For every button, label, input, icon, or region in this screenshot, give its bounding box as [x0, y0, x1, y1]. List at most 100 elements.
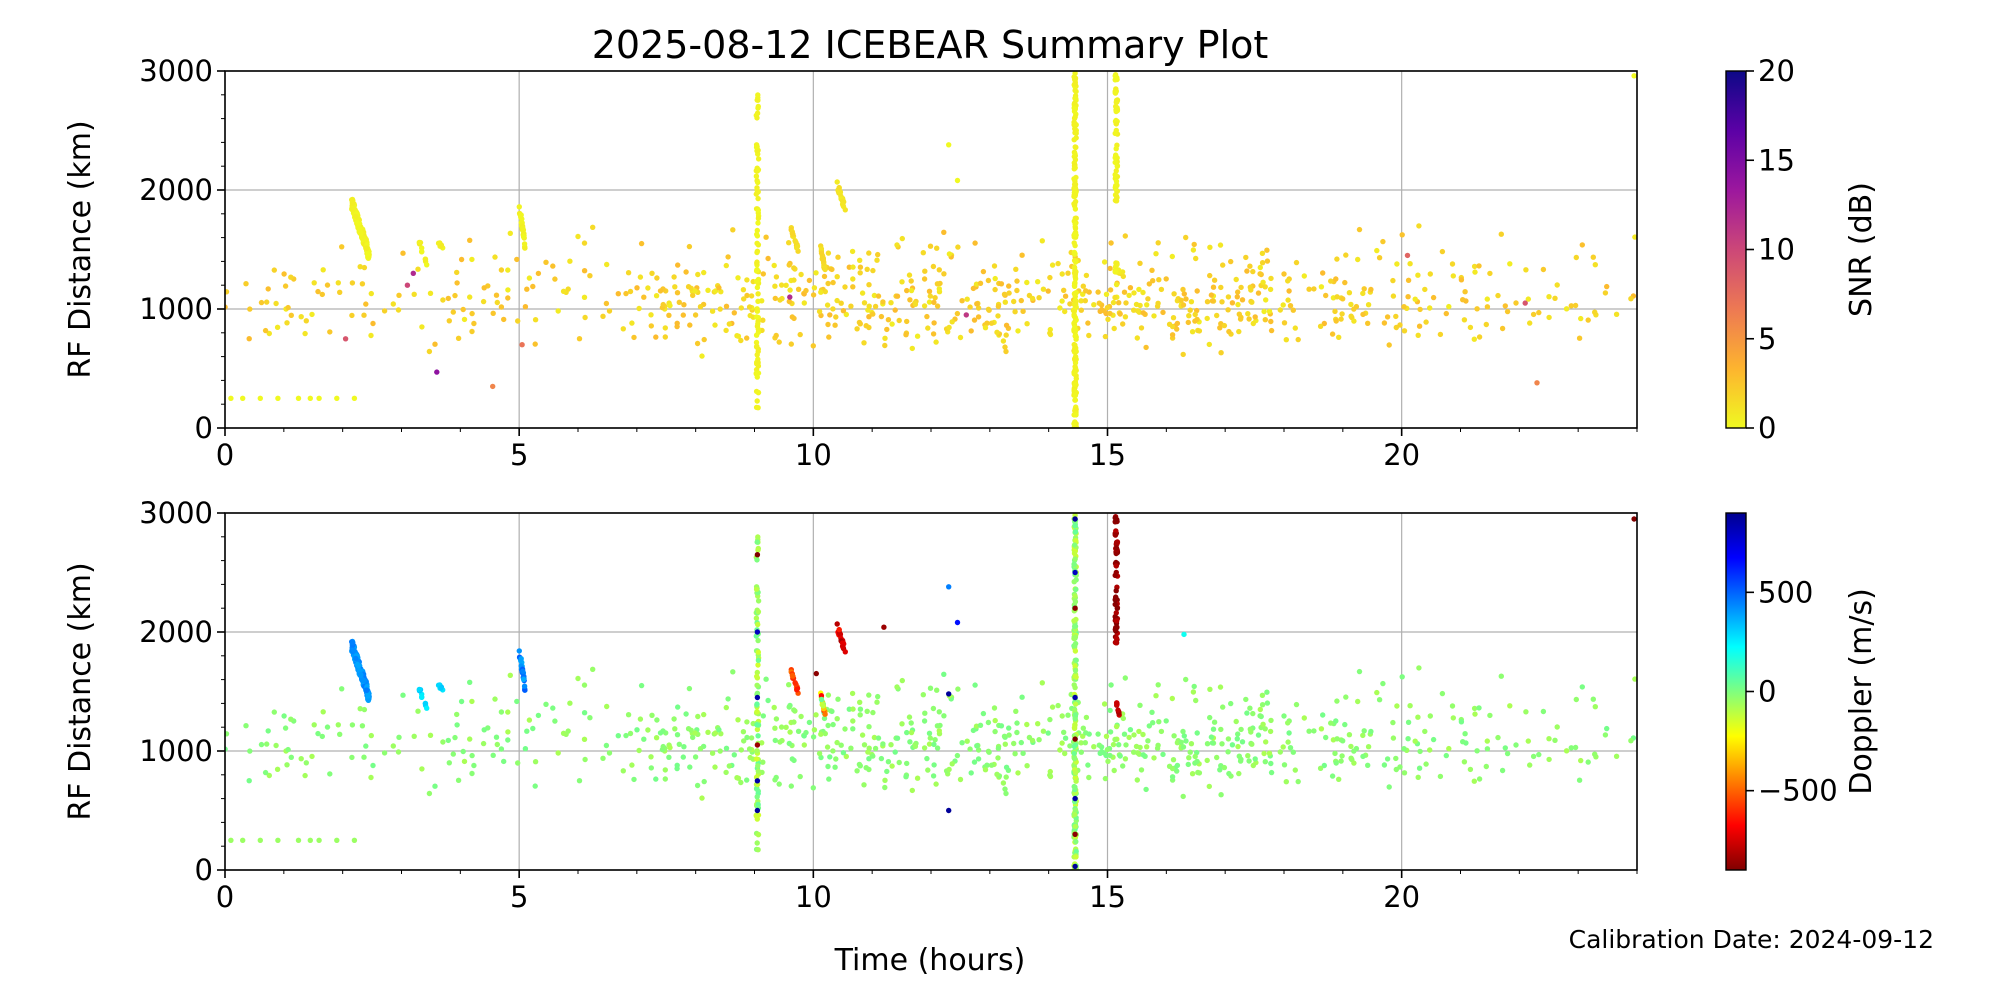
data-point	[857, 264, 864, 270]
data-point	[302, 772, 308, 779]
data-point	[1483, 321, 1490, 328]
data-point	[1187, 307, 1193, 313]
data-point	[396, 292, 402, 298]
data-point	[1131, 307, 1137, 313]
data-point	[889, 763, 895, 769]
data-point	[581, 240, 588, 246]
data-point	[941, 671, 947, 677]
data-point	[1417, 306, 1423, 313]
data-point	[370, 320, 376, 327]
data-point	[744, 734, 750, 741]
data-point	[1210, 726, 1217, 732]
data-point	[303, 318, 309, 324]
data-point	[866, 756, 872, 762]
data-point	[1102, 775, 1109, 782]
data-point	[1590, 696, 1597, 702]
grid-lines	[224, 512, 1637, 871]
data-point	[836, 626, 842, 633]
data-point	[281, 713, 287, 719]
data-point	[914, 333, 921, 339]
data-point	[810, 343, 816, 349]
data-point	[316, 395, 322, 401]
data-point	[1333, 318, 1339, 324]
data-point	[357, 706, 363, 712]
data-point	[1236, 328, 1242, 335]
data-point	[339, 244, 345, 250]
data-point	[660, 743, 666, 750]
data-point	[641, 294, 647, 300]
data-point	[975, 305, 982, 311]
data-point	[1217, 767, 1223, 773]
data-point	[368, 332, 374, 339]
data-point	[1000, 338, 1007, 344]
data-point	[327, 771, 333, 777]
data-point	[490, 383, 496, 390]
data-point	[1086, 332, 1092, 339]
data-point	[1062, 735, 1069, 741]
data-point	[1138, 325, 1145, 331]
data-point	[861, 742, 868, 748]
data-point	[1401, 328, 1408, 334]
data-point	[692, 754, 699, 760]
data-point	[455, 335, 462, 341]
data-point	[811, 285, 818, 291]
data-point	[1136, 286, 1142, 293]
data-point	[419, 248, 425, 255]
data-point	[753, 615, 760, 621]
data-point	[842, 649, 848, 655]
data-point	[803, 729, 809, 736]
data-point	[1072, 225, 1079, 232]
data-point	[1360, 732, 1366, 739]
data-point	[1189, 771, 1196, 777]
data-point	[818, 246, 825, 252]
data-point	[1018, 739, 1024, 746]
data-point	[992, 286, 998, 293]
data-point	[1219, 299, 1225, 305]
data-point	[723, 327, 729, 334]
data-point	[1247, 705, 1253, 711]
data-point	[760, 759, 766, 765]
data-point	[1264, 247, 1270, 253]
data-point	[1003, 332, 1009, 338]
data-point	[1632, 676, 1637, 682]
data-point	[754, 306, 760, 312]
data-point	[1155, 300, 1161, 306]
data-point	[1401, 304, 1407, 310]
data-point	[1116, 300, 1122, 306]
data-point	[754, 840, 760, 846]
data-point	[469, 310, 475, 317]
data-point	[1415, 714, 1421, 720]
data-point	[1024, 321, 1030, 327]
data-point	[1267, 728, 1274, 735]
data-point	[1006, 290, 1012, 296]
data-point	[467, 679, 473, 685]
data-point	[1405, 277, 1412, 283]
data-point	[1095, 731, 1101, 737]
data-point	[285, 304, 291, 311]
data-point	[1229, 300, 1236, 306]
data-point	[1112, 736, 1118, 743]
data-point	[648, 323, 654, 329]
data-point	[878, 313, 885, 320]
data-point	[1332, 750, 1338, 757]
data-point	[755, 291, 761, 297]
data-point	[755, 637, 761, 644]
data-point	[924, 313, 930, 320]
data-point	[753, 371, 759, 377]
data-point	[1035, 279, 1041, 285]
data-point	[680, 312, 686, 318]
data-point	[1111, 767, 1117, 774]
data-point	[498, 709, 505, 715]
data-point	[810, 734, 817, 740]
data-point	[741, 738, 747, 744]
data-point	[1404, 252, 1411, 259]
data-point	[1072, 684, 1078, 691]
data-point	[854, 326, 860, 332]
data-point	[1071, 618, 1077, 624]
data-point	[1072, 75, 1079, 81]
data-point	[904, 287, 910, 294]
data-point	[1572, 744, 1579, 751]
data-point	[797, 331, 803, 338]
data-point	[712, 322, 718, 328]
data-point	[356, 221, 362, 227]
